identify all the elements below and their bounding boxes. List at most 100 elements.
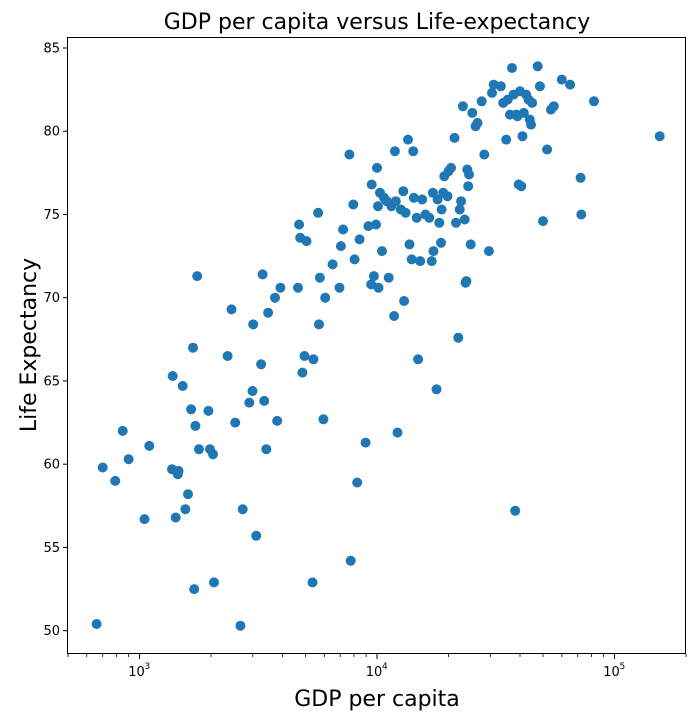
data-point (479, 149, 490, 160)
data-point (408, 192, 419, 203)
data-point (180, 504, 191, 515)
data-point (222, 351, 233, 361)
data-point (327, 259, 338, 270)
plot-frame (67, 37, 686, 654)
data-point (392, 427, 403, 438)
y-tick-label: 75 (43, 208, 60, 223)
data-point (248, 319, 259, 330)
data-point (335, 241, 346, 252)
data-point (454, 204, 465, 215)
data-point (314, 319, 324, 330)
data-point (188, 342, 198, 353)
data-point (144, 440, 155, 451)
x-tick-label: 10 (128, 665, 145, 680)
data-point (91, 619, 102, 629)
data-point (189, 584, 200, 595)
data-point (183, 489, 193, 500)
data-point (411, 212, 422, 223)
data-point (461, 276, 472, 287)
data-point (366, 179, 377, 190)
data-point (510, 505, 521, 516)
y-tick-label: 70 (43, 291, 60, 306)
x-axis-label: GDP per capita (294, 687, 460, 712)
y-tick-label: 55 (43, 541, 60, 556)
data-point (390, 196, 401, 207)
data-point (208, 449, 218, 460)
data-point (256, 359, 267, 370)
data-point (173, 465, 184, 476)
data-point (349, 254, 360, 265)
data-point (518, 107, 529, 118)
data-point (139, 514, 150, 525)
data-point (542, 144, 553, 155)
data-point (299, 351, 310, 361)
data-point (354, 234, 365, 245)
y-tick-label: 65 (43, 374, 60, 389)
data-point (575, 172, 586, 183)
data-point (110, 475, 121, 486)
data-point (487, 87, 497, 98)
data-point (434, 217, 445, 228)
data-point (167, 371, 178, 381)
data-point (263, 307, 274, 318)
data-point (389, 146, 400, 157)
data-point (654, 131, 665, 142)
data-point (389, 311, 400, 321)
data-point (415, 256, 426, 267)
data-point (453, 332, 464, 343)
data-point (192, 271, 203, 282)
data-point (398, 186, 409, 197)
data-point (436, 204, 447, 215)
data-point (226, 304, 237, 315)
data-point (348, 199, 359, 210)
data-point (272, 415, 283, 426)
data-point (526, 119, 536, 130)
data-point (308, 354, 319, 365)
chart-title: GDP per capita versus Life-expectancy (164, 10, 591, 35)
data-point (467, 107, 478, 118)
data-point (259, 395, 270, 406)
data-point (527, 97, 538, 108)
data-point (123, 454, 134, 465)
x-tick-label: 10 (603, 665, 620, 680)
data-point (404, 239, 415, 250)
data-point (371, 219, 381, 230)
data-point (406, 254, 417, 265)
data-point (576, 209, 587, 220)
data-point (170, 512, 181, 523)
data-point (456, 196, 467, 207)
data-point (117, 425, 128, 436)
data-point (431, 384, 442, 395)
data-point (442, 191, 453, 202)
data-point (556, 74, 567, 85)
data-point (432, 194, 443, 205)
data-point (399, 296, 410, 306)
data-point (451, 217, 461, 228)
data-point (446, 162, 456, 173)
y-tick-label: 80 (43, 125, 60, 140)
data-point (345, 555, 356, 566)
data-point (465, 239, 476, 250)
data-point (548, 101, 559, 112)
data-point (565, 79, 576, 90)
data-point (247, 386, 258, 396)
data-point (377, 246, 387, 257)
data-point (538, 216, 548, 227)
x-tick-label: 10 (366, 665, 383, 680)
x-axis-ticks: 10 3 10 4 10 5 (67, 654, 687, 680)
x-tick-exponent: 3 (144, 662, 150, 672)
data-point (413, 354, 424, 365)
data-point (194, 444, 204, 455)
data-point (320, 292, 331, 303)
data-point (424, 212, 435, 223)
data-point (344, 149, 355, 160)
data-point (244, 397, 255, 408)
data-point (472, 117, 483, 128)
data-point (383, 272, 394, 283)
data-point (237, 504, 248, 515)
data-point (408, 146, 419, 157)
data-point (186, 404, 197, 415)
data-point (463, 181, 474, 192)
data-point (209, 577, 219, 588)
data-point (368, 271, 379, 282)
